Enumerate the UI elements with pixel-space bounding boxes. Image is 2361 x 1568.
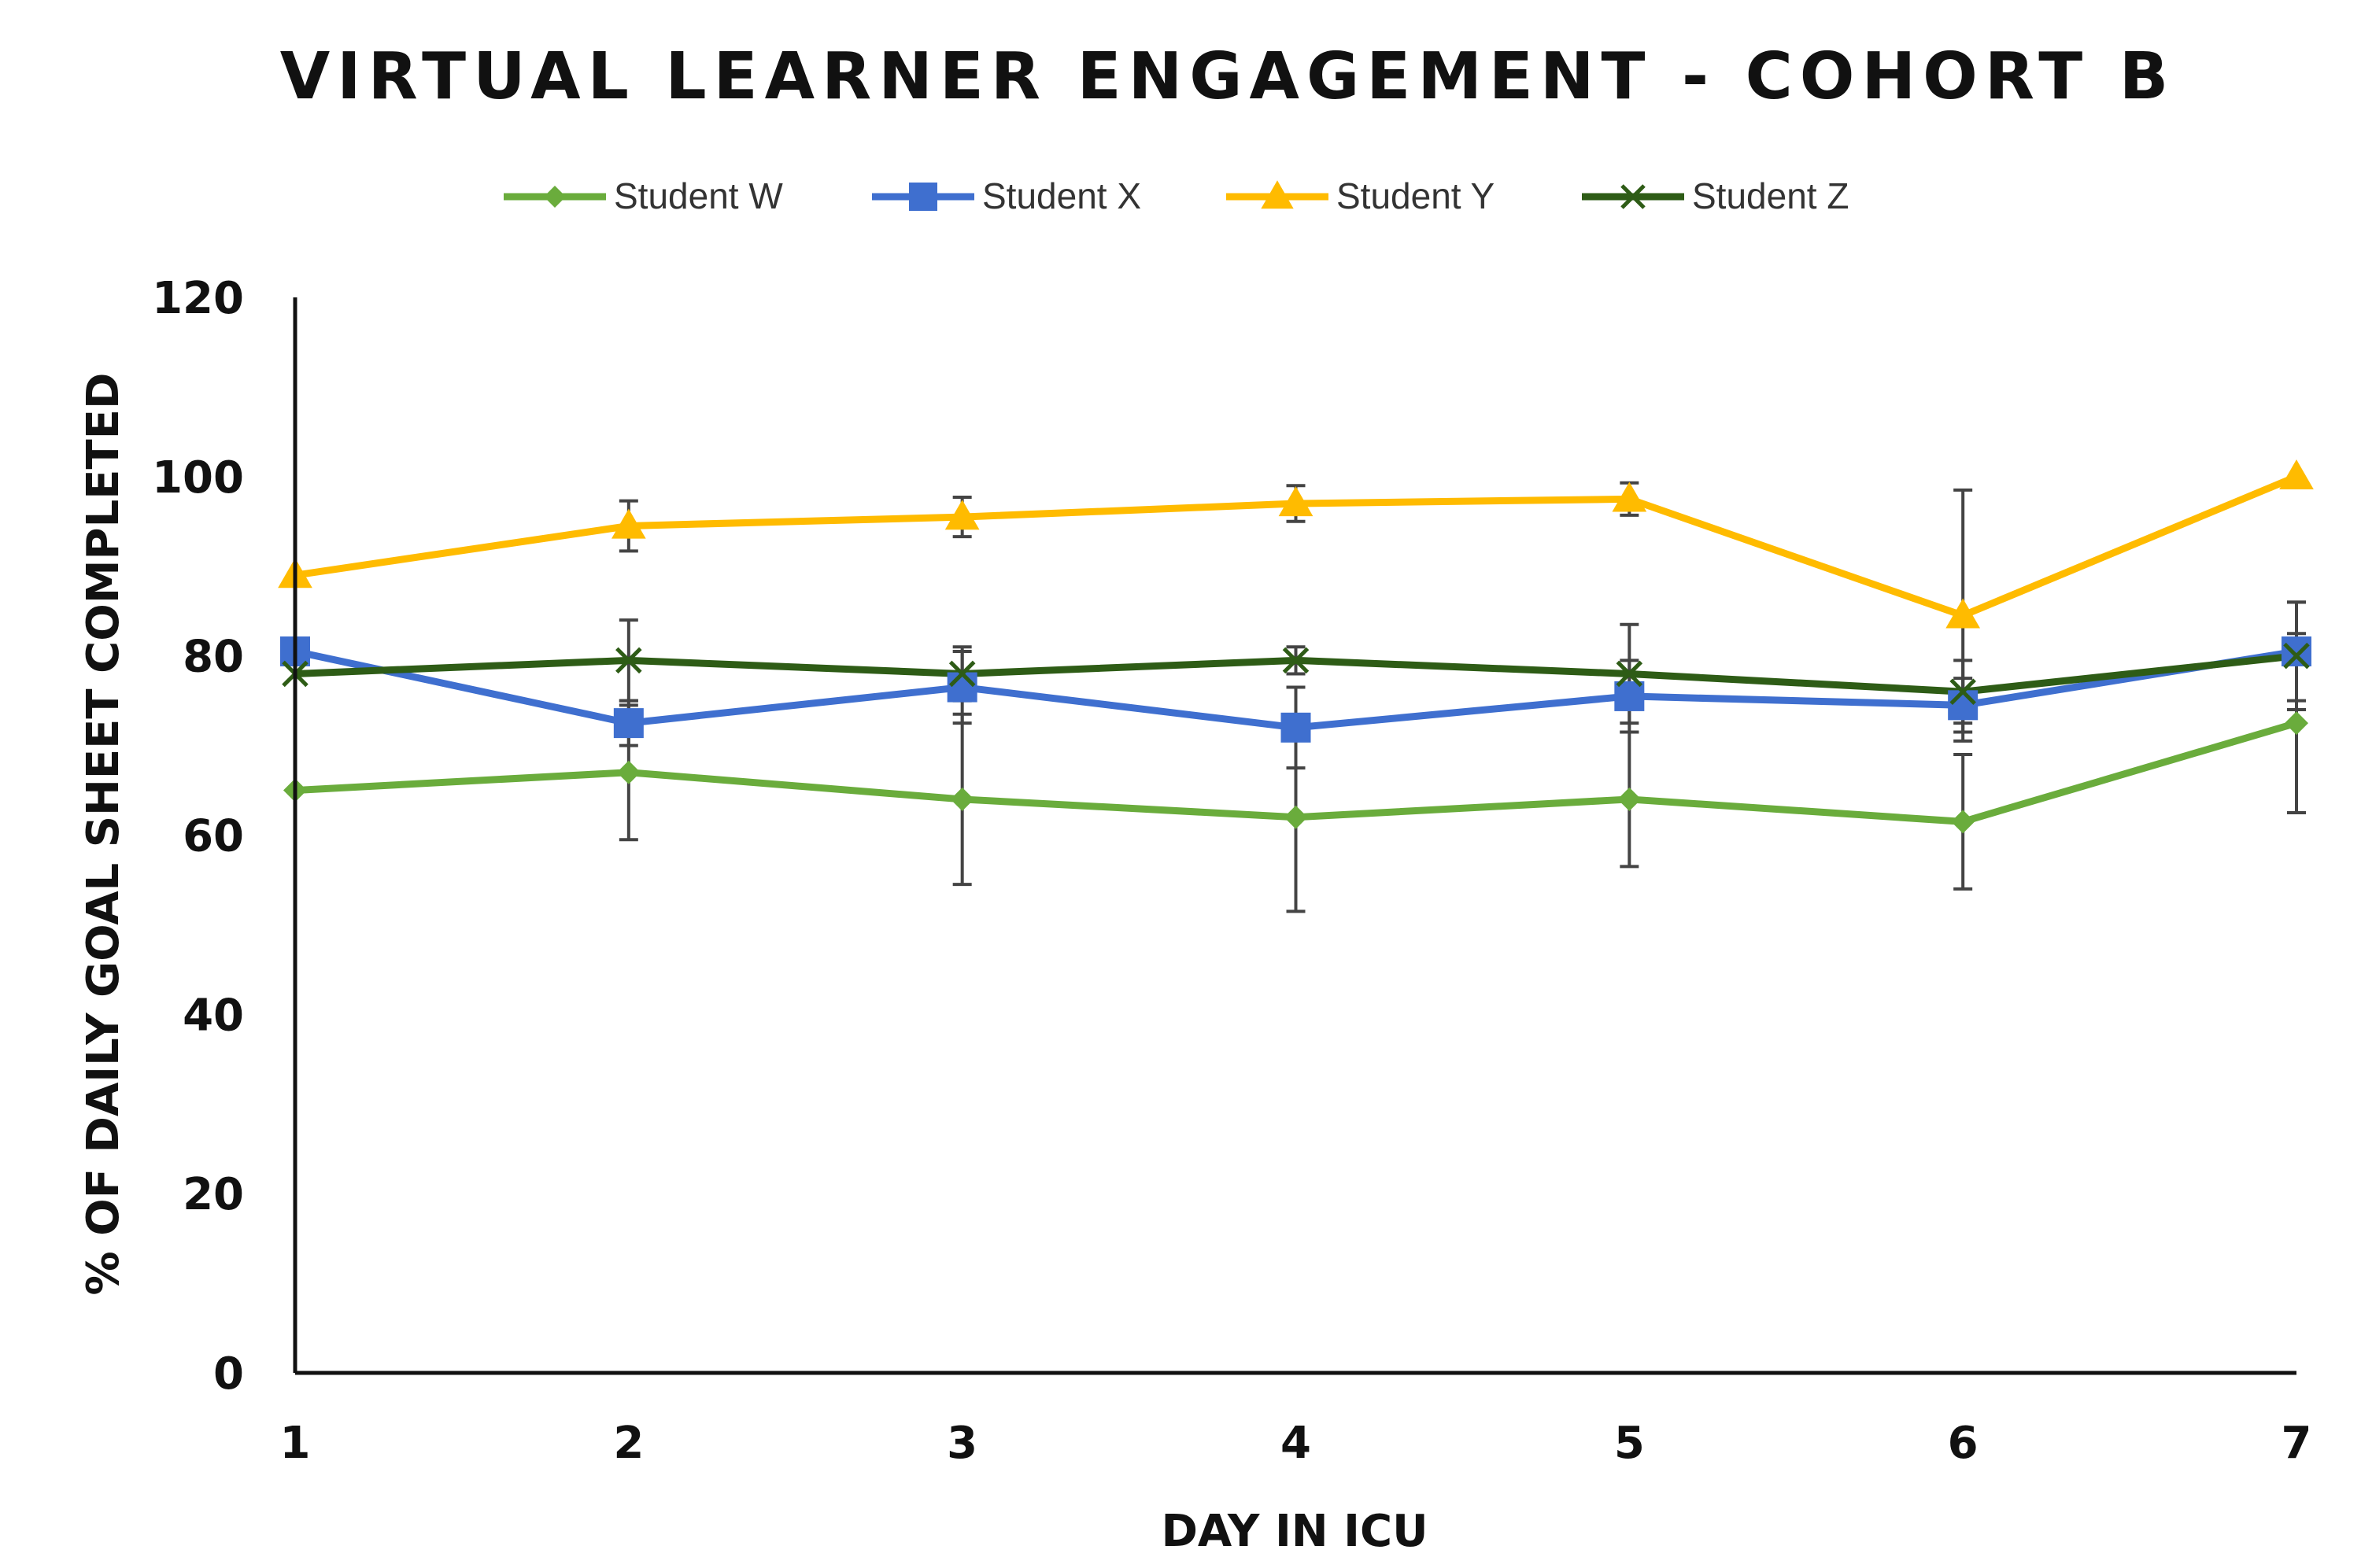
x-tick-label: 5 — [1614, 1418, 1645, 1469]
legend-label: Student W — [614, 175, 783, 216]
point-marker — [1951, 810, 1975, 834]
legend-entry: Student W — [504, 175, 783, 216]
point-marker — [1284, 805, 1308, 829]
chart-title: VIRTUAL LEARNER ENGAGEMENT - COHORT B — [280, 39, 2176, 114]
point-marker-stroke — [1620, 184, 1646, 209]
point-marker — [1282, 647, 1310, 674]
point-marker — [613, 708, 644, 739]
point-marker-stroke — [948, 660, 976, 688]
legend-entry: Student X — [872, 175, 1141, 216]
y-tick-label: 120 — [152, 273, 244, 324]
y-tick-label: 60 — [183, 811, 244, 862]
x-tick-label: 1 — [280, 1418, 311, 1469]
legend: Student W Student X Student Y Student Z — [504, 175, 1849, 216]
point-marker — [944, 500, 980, 530]
point-marker-stroke — [1616, 660, 1643, 688]
point-marker — [2279, 459, 2314, 489]
point-marker — [1617, 787, 1642, 811]
point-marker — [948, 660, 976, 688]
legend-label: Student Z — [1692, 175, 1849, 216]
legend-entry: Student Z — [1582, 175, 1849, 216]
point-marker — [1945, 598, 1981, 629]
x-tick-label: 6 — [1948, 1418, 1979, 1469]
point-marker — [909, 183, 937, 211]
y-axis-title: % OF DAILY GOAL SHEET COMPLETED — [78, 373, 129, 1296]
y-tick-label: 80 — [183, 632, 244, 683]
point-marker-stroke — [2283, 642, 2310, 670]
point-marker — [1280, 712, 1311, 743]
y-tick-label: 0 — [213, 1348, 244, 1400]
point-marker — [2282, 636, 2311, 666]
x-tick-label: 2 — [613, 1418, 644, 1469]
point-marker — [1616, 660, 1643, 688]
point-marker — [611, 508, 646, 539]
y-tick-label: 40 — [183, 990, 244, 1041]
point-marker-stroke — [1282, 647, 1310, 674]
point-marker — [616, 760, 641, 784]
point-marker — [950, 787, 974, 811]
y-tick-label: 100 — [152, 452, 244, 504]
point-marker — [2285, 711, 2308, 736]
y-tick-label: 20 — [183, 1169, 244, 1220]
point-marker — [2283, 642, 2310, 670]
point-marker — [544, 186, 566, 208]
series-markers — [278, 459, 2314, 834]
legend-label: Student Y — [1336, 175, 1495, 216]
x-axis-title: DAY IN ICU — [1161, 1506, 1428, 1557]
x-tick-label: 7 — [2282, 1418, 2312, 1469]
y-tick-labels: 0 20 40 60 80 100 120 — [152, 273, 244, 1400]
point-marker — [1278, 486, 1314, 517]
x-tick-label: 3 — [947, 1418, 977, 1469]
point-marker-stroke — [615, 647, 642, 674]
point-marker — [615, 647, 642, 674]
axes — [293, 297, 2296, 1375]
legend-entry: Student Y — [1226, 175, 1495, 216]
legend-label: Student X — [982, 175, 1141, 216]
point-marker — [1612, 481, 1647, 512]
point-marker — [1949, 678, 1976, 706]
x-tick-labels: 1 2 3 4 5 6 7 — [280, 1418, 2312, 1469]
x-tick-label: 4 — [1280, 1418, 1311, 1469]
point-marker — [1261, 180, 1294, 209]
point-marker-stroke — [1949, 678, 1976, 706]
point-marker — [1620, 184, 1646, 209]
point-marker — [1948, 690, 1979, 721]
point-marker — [947, 672, 977, 703]
